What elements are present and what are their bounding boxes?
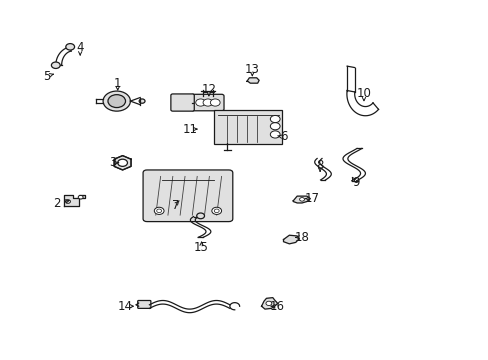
Text: 11: 11 xyxy=(182,122,197,136)
Text: 17: 17 xyxy=(304,192,319,205)
Polygon shape xyxy=(64,195,84,206)
Circle shape xyxy=(78,195,83,199)
Circle shape xyxy=(157,209,161,213)
FancyBboxPatch shape xyxy=(138,301,151,309)
Circle shape xyxy=(265,301,271,306)
Text: 18: 18 xyxy=(294,231,309,244)
Circle shape xyxy=(203,99,212,106)
Text: 6: 6 xyxy=(279,130,286,144)
Circle shape xyxy=(66,44,75,50)
Circle shape xyxy=(139,99,145,103)
FancyBboxPatch shape xyxy=(190,94,224,111)
FancyBboxPatch shape xyxy=(170,94,194,111)
Text: 5: 5 xyxy=(43,69,51,82)
Circle shape xyxy=(65,200,70,203)
Polygon shape xyxy=(246,78,259,83)
Text: 4: 4 xyxy=(76,41,84,54)
Circle shape xyxy=(154,207,163,215)
Text: 7: 7 xyxy=(171,199,179,212)
Polygon shape xyxy=(293,196,310,203)
Circle shape xyxy=(210,99,220,106)
Text: 3: 3 xyxy=(109,156,116,169)
Text: 16: 16 xyxy=(269,300,285,313)
FancyBboxPatch shape xyxy=(214,110,282,144)
FancyBboxPatch shape xyxy=(143,170,232,222)
Polygon shape xyxy=(283,235,299,244)
Circle shape xyxy=(299,198,304,201)
Circle shape xyxy=(195,99,205,106)
Circle shape xyxy=(270,116,280,123)
Text: 15: 15 xyxy=(194,241,208,254)
Circle shape xyxy=(118,159,127,166)
Text: 9: 9 xyxy=(351,176,359,189)
Text: 12: 12 xyxy=(201,83,216,96)
Circle shape xyxy=(103,91,130,111)
Circle shape xyxy=(211,207,221,215)
Text: 14: 14 xyxy=(117,300,132,313)
Polygon shape xyxy=(261,298,277,309)
Polygon shape xyxy=(114,156,131,170)
Text: 10: 10 xyxy=(356,87,371,100)
Text: 13: 13 xyxy=(244,63,259,76)
Text: 2: 2 xyxy=(53,197,61,210)
Circle shape xyxy=(51,62,60,68)
Circle shape xyxy=(270,131,280,138)
Circle shape xyxy=(108,95,125,108)
Text: 8: 8 xyxy=(316,159,323,172)
Circle shape xyxy=(196,213,204,219)
Text: 1: 1 xyxy=(114,77,121,90)
Circle shape xyxy=(270,123,280,130)
Circle shape xyxy=(214,209,219,213)
